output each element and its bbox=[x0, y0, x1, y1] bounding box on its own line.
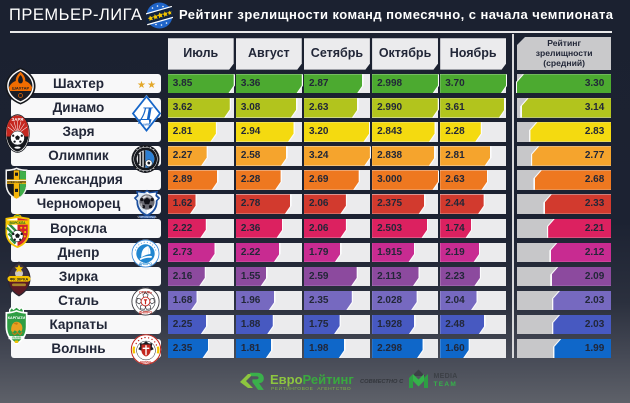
svg-text:ОЛЕКСАНДРІЯ: ОЛЕКСАНДРІЯ bbox=[7, 180, 26, 184]
svg-text:КИЇВ: КИЇВ bbox=[143, 123, 150, 127]
svg-text:ВОРСКЛА: ВОРСКЛА bbox=[9, 221, 26, 225]
svg-text:КАРПАТИ: КАРПАТИ bbox=[8, 316, 26, 320]
svg-text:ВОЛИНЬ: ВОЛИНЬ bbox=[140, 360, 152, 364]
svg-text:ЛЬВІВ: ЛЬВІВ bbox=[12, 336, 21, 340]
svg-text:Д: Д bbox=[138, 104, 154, 125]
svg-text:ЗАРЯ: ЗАРЯ bbox=[12, 117, 24, 122]
svg-text:ЧОРНОМОРЕЦЬ: ЧОРНОМОРЕЦЬ bbox=[137, 216, 156, 219]
svg-text:ФК ЗІРКА: ФК ЗІРКА bbox=[10, 276, 29, 281]
svg-text:ДНІПРО: ДНІПРО bbox=[139, 262, 152, 266]
svg-text:ШАХТАР: ШАХТАР bbox=[12, 85, 30, 90]
svg-text:ДНІПРО: ДНІПРО bbox=[139, 310, 152, 314]
